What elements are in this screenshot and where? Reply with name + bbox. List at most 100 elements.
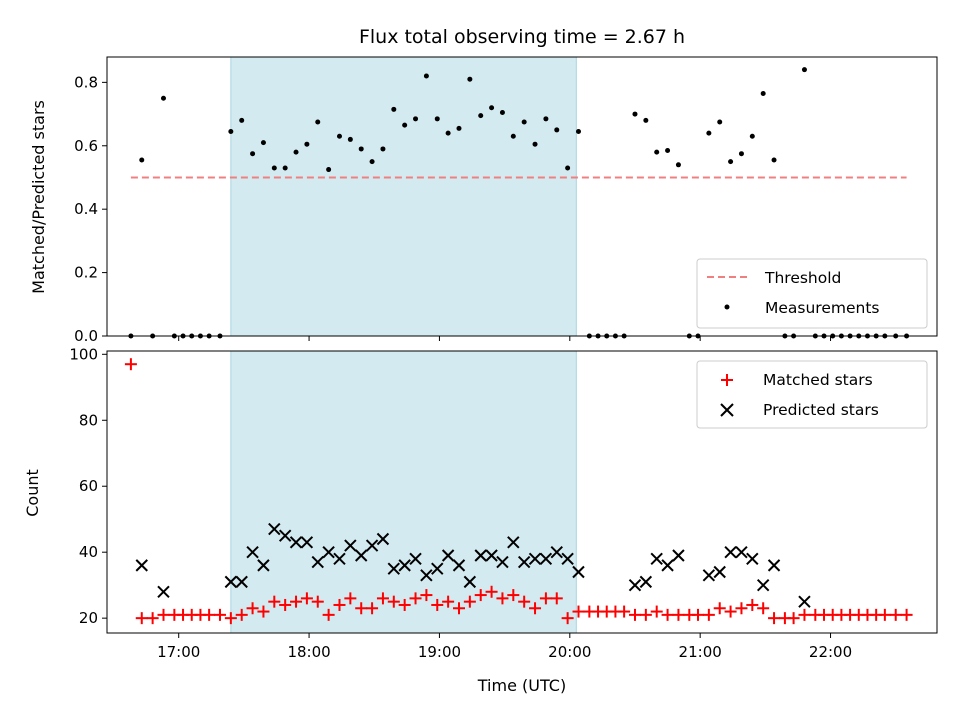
predicted-star-point [376,532,390,546]
predicted-star-point [702,569,716,582]
predicted-star-point [257,559,270,572]
predicted-star-point [387,562,401,575]
predicted-star-point [661,559,674,572]
top-legend: Threshold Measurements [696,258,928,329]
predicted-star-point [409,552,422,565]
bottom-plot-frame [106,350,938,634]
top-legend-box [696,258,928,329]
measurement-point [665,148,671,154]
top-panel: 0.0 0.2 0.4 0.6 0.8 Flux total observing tim… [29,26,938,345]
predicted-star-point [235,575,248,589]
bottom-y-axis-ticks: 20 40 60 80 100 [69,345,107,627]
matched-star-point [672,608,685,621]
matched-star-point [463,595,476,608]
predicted-star-point [767,559,781,572]
predicted-star-point [157,585,170,598]
legend-matched-marker [721,374,733,386]
measurement-point [554,127,560,133]
matched-star-point [691,608,704,621]
y-tick-label: 20 [79,609,98,627]
y-tick-label: 0.6 [74,137,98,155]
matched-star-point [746,598,759,611]
measurement-point [510,133,516,139]
matched-star-point [452,602,465,615]
matched-star-point [124,358,137,371]
bottom-y-axis-title: Count [23,469,42,517]
matched-star-point [768,612,781,625]
measurement-point [632,111,638,117]
measurement-point [336,133,342,139]
predicted-star-point [474,549,487,562]
legend-measurements-label: Measurements [765,299,880,317]
predicted-star-point [463,575,477,589]
predicted-star-point [639,575,653,589]
predicted-star-point [572,565,585,579]
measurement-point [423,73,429,79]
matched-star-point [496,592,509,605]
measurement-point [575,129,581,135]
measurement-point [521,119,527,125]
measurement-point [643,117,649,123]
predicted-star-point [550,545,563,559]
predicted-star-point [507,536,520,549]
predicted-star-point [333,552,346,565]
matched-star-point [639,608,652,621]
bottom-legend-box [696,360,928,429]
matched-star-point [322,608,335,621]
top-y-axis-title: Matched/Predicted stars [29,100,48,294]
measurement-point [293,149,299,155]
highlight-band [230,57,577,336]
measurement-point [728,159,734,165]
matched-star-point [702,608,715,621]
bottom-legend: Matched stars Predicted stars [696,360,928,429]
matched-star-point [798,608,811,621]
measurement-point [402,122,408,128]
measurement-point [434,116,440,122]
predicted-star-point [441,549,455,562]
predicted-star-point [311,555,324,569]
measurement-point [456,125,462,131]
predicted-star-point [322,545,335,559]
matched-star-point [539,592,552,605]
predicted-star-point [224,575,238,589]
matched-star-point [431,598,444,611]
measurement-point [532,141,538,147]
bottom-x-axis-ticks: 17:00 18:00 19:00 20:00 21:00 22:00 [157,633,852,661]
predicted-star-point [798,595,811,608]
matched-star-point [203,608,216,621]
legend-predicted-label: Predicted stars [763,401,879,419]
measurement-point [543,116,549,122]
matched-star-point [246,602,259,615]
measurement-point [369,159,375,165]
matched-star-point [257,605,270,618]
x-tick-label: 21:00 [679,643,722,661]
matched-stars-series [124,358,913,625]
y-tick-label: 40 [79,543,98,561]
matched-star-point [713,602,726,615]
x-tick-label: 22:00 [809,643,852,661]
matched-star-point [485,585,498,598]
matched-star-point [518,595,531,608]
matched-star-point [618,605,631,618]
matched-star-point [146,612,159,625]
y-tick-label: 0.0 [74,327,98,345]
matched-star-point [442,595,455,608]
measurement-point [304,141,310,147]
y-tick-label: 80 [79,411,98,429]
matched-star-point [135,612,148,625]
predicted-star-point [713,565,726,579]
predicted-star-point [135,559,148,572]
measurements-series [128,67,910,339]
measurement-point [391,106,397,112]
top-y-axis-ticks: 0.0 0.2 0.4 0.6 0.8 [74,73,107,345]
matched-star-point [529,602,542,615]
measurement-point [260,140,266,146]
predicted-star-point [420,569,433,582]
y-tick-label: 0.8 [74,73,98,91]
matched-star-point [224,612,237,625]
measurement-point [413,116,419,122]
y-tick-label: 100 [69,345,98,363]
measurement-point [160,95,166,101]
legend-measurements-marker [724,304,730,310]
